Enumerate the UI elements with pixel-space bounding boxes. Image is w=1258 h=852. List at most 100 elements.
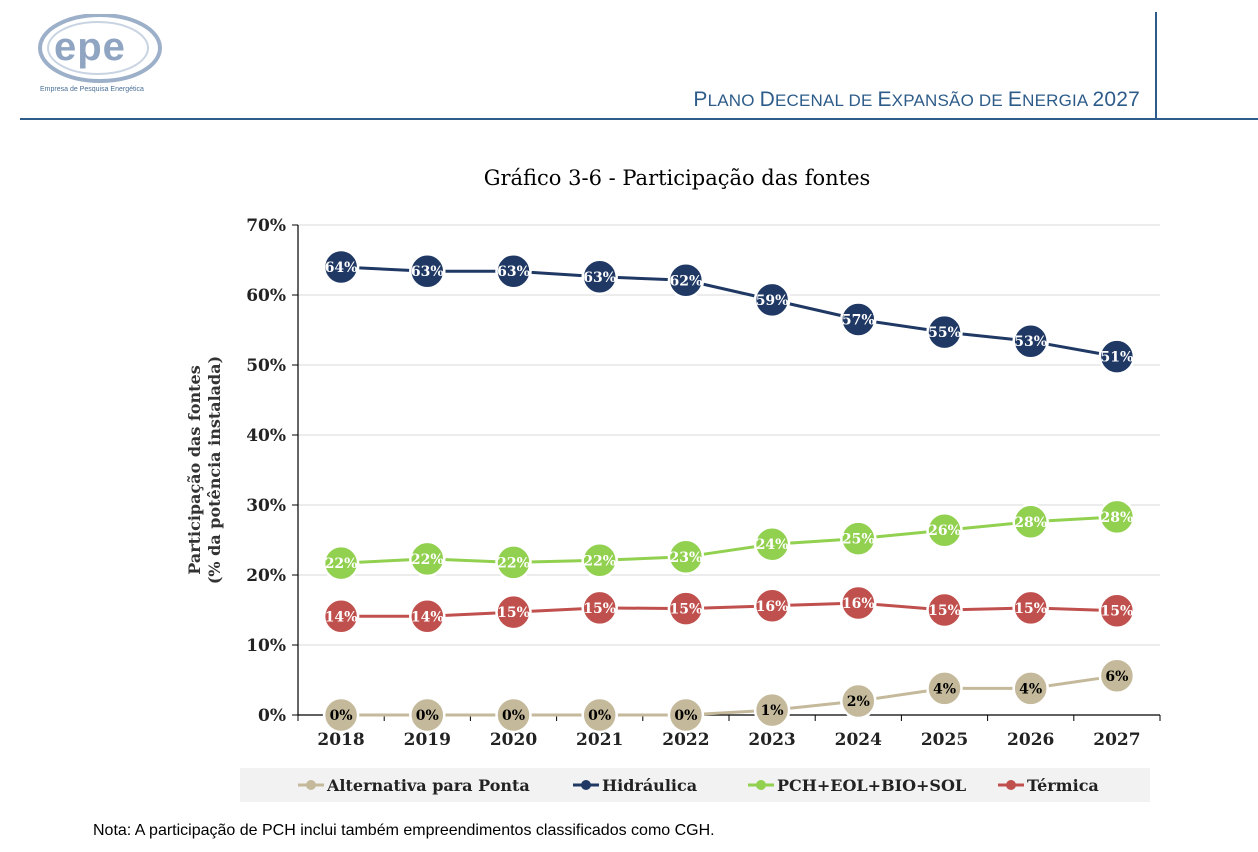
data-marker	[495, 593, 532, 631]
data-label: 63%	[583, 270, 616, 286]
y-tick-label: 70%	[246, 216, 286, 236]
data-marker	[1012, 589, 1049, 627]
data-marker	[926, 313, 963, 351]
data-point: 22%	[581, 542, 618, 579]
data-label: 55%	[928, 325, 961, 341]
data-label: 16%	[842, 596, 875, 612]
legend-marker	[756, 780, 766, 790]
data-label: 62%	[670, 273, 703, 289]
series-line	[341, 265, 1118, 359]
data-point: 1%	[753, 691, 791, 729]
data-marker	[667, 590, 705, 627]
data-label: 22%	[411, 552, 444, 568]
legend-item: PCH+EOL+BIO+SOL	[748, 776, 966, 795]
legend-label: Hidráulica	[602, 776, 697, 795]
data-label: 23%	[670, 550, 703, 566]
data-marker	[753, 525, 791, 563]
data-marker	[840, 682, 877, 720]
data-point: 4%	[926, 670, 963, 707]
series-line	[341, 601, 1117, 618]
x-tick-label: 2023	[748, 730, 795, 750]
legend-label: PCH+EOL+BIO+SOL	[777, 776, 966, 795]
data-point: 51%	[1098, 338, 1136, 375]
data-label: 51%	[1101, 350, 1134, 366]
data-label: 15%	[583, 601, 616, 617]
data-label: 4%	[1019, 681, 1042, 697]
data-label: 0%	[330, 708, 353, 724]
data-label: 0%	[588, 708, 611, 724]
data-label: 26%	[928, 523, 961, 539]
data-marker	[322, 248, 360, 286]
y-tick-label: 0%	[258, 706, 286, 726]
data-label: 14%	[325, 609, 358, 625]
data-marker	[840, 301, 877, 338]
data-marker	[322, 696, 360, 734]
data-label: 53%	[1014, 334, 1047, 350]
y-tick-label: 30%	[246, 496, 286, 516]
data-label: 0%	[416, 708, 439, 724]
data-point: 28%	[1012, 503, 1049, 541]
data-point: 53%	[1012, 322, 1049, 360]
y-tick-label: 20%	[246, 566, 286, 586]
data-label: 16%	[756, 599, 789, 615]
data-marker	[322, 598, 360, 635]
data-point: 6%	[1098, 657, 1136, 695]
data-marker	[581, 258, 618, 296]
x-tick-label: 2018	[317, 730, 364, 750]
data-point: 15%	[667, 590, 705, 627]
data-point: 63%	[581, 258, 618, 296]
x-tick-label: 2027	[1093, 730, 1140, 750]
data-marker	[1098, 657, 1136, 695]
data-marker	[495, 544, 532, 581]
data-marker	[926, 511, 963, 549]
data-point: 0%	[322, 696, 360, 734]
legend-marker	[581, 780, 591, 790]
data-marker	[753, 691, 791, 729]
data-marker	[409, 252, 446, 290]
data-marker	[926, 670, 963, 707]
data-label: 28%	[1014, 515, 1047, 531]
data-point: 14%	[322, 598, 360, 635]
data-point: 15%	[495, 593, 532, 631]
y-tick-label: 40%	[246, 426, 286, 446]
epe-logo: epe	[38, 14, 162, 83]
data-point: 25%	[840, 520, 877, 557]
data-marker	[1098, 498, 1136, 536]
x-tick-label: 2026	[1007, 730, 1054, 750]
series-line	[341, 515, 1117, 565]
data-point: 15%	[926, 591, 963, 629]
data-marker	[667, 696, 705, 734]
data-point: 15%	[1098, 592, 1136, 629]
data-label: 15%	[928, 603, 961, 619]
data-marker	[581, 696, 618, 734]
data-point: 22%	[495, 544, 532, 581]
data-point: 22%	[322, 544, 360, 582]
data-marker	[840, 584, 877, 622]
header-vertical-rule	[1155, 12, 1157, 119]
data-label: 28%	[1101, 510, 1134, 526]
data-point: 15%	[1012, 589, 1049, 627]
y-tick-label: 10%	[246, 636, 286, 656]
y-tick-label: 60%	[246, 286, 286, 306]
data-marker	[1098, 338, 1136, 375]
chart-title: Gráfico 3-6 - Participação das fontes	[483, 166, 871, 190]
y-axis-label-line: Participação das fontes	[185, 365, 204, 575]
legend-marker	[306, 780, 316, 790]
data-point: 0%	[495, 696, 532, 734]
data-label: 15%	[670, 602, 703, 618]
legend-item: Térmica	[998, 776, 1099, 795]
data-label: 0%	[674, 708, 697, 724]
data-point: 26%	[926, 511, 963, 549]
data-point: 57%	[840, 301, 877, 338]
data-marker	[581, 542, 618, 579]
x-tick-label: 2021	[576, 730, 623, 750]
data-label: 15%	[497, 605, 530, 621]
header-rule	[20, 118, 1258, 120]
data-point: 0%	[667, 696, 705, 734]
data-point: 16%	[753, 587, 791, 625]
data-label: 57%	[842, 313, 875, 329]
data-point: 28%	[1098, 498, 1136, 536]
data-label: 15%	[1101, 604, 1134, 620]
x-tick-label: 2025	[921, 730, 968, 750]
